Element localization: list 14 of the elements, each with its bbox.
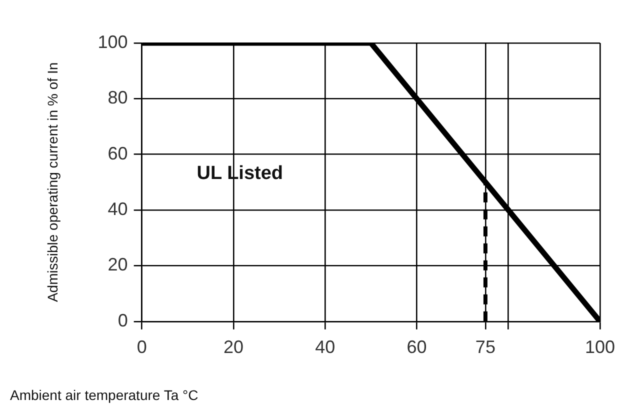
y-tick-label: 80 bbox=[108, 88, 128, 108]
x-tick-label: 40 bbox=[315, 337, 336, 358]
x-tick-label: 20 bbox=[223, 337, 244, 358]
x-tick-label: 75 bbox=[475, 337, 496, 358]
y-tick-label: 40 bbox=[108, 199, 128, 220]
x-tick-label: 100 bbox=[584, 337, 616, 358]
y-tick-label: 60 bbox=[108, 143, 128, 164]
x-tick-label: 0 bbox=[136, 337, 147, 358]
y-tick-label: 0 bbox=[118, 310, 128, 330]
y-axis-title: Admissible operating current in % of In bbox=[44, 62, 60, 302]
x-axis-title: Ambient air temperature Ta °C bbox=[10, 386, 198, 403]
x-tick-label: 60 bbox=[406, 337, 427, 358]
y-tick-label: 100 bbox=[98, 32, 128, 52]
y-tick-label: 20 bbox=[108, 254, 128, 275]
